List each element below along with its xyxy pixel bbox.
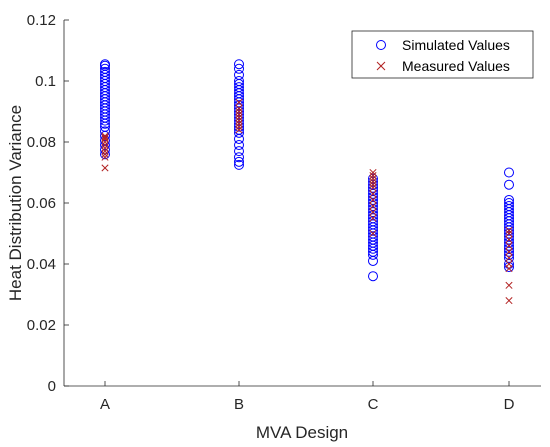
measured-point	[101, 141, 109, 149]
measured-point	[505, 248, 513, 256]
measured-point	[505, 260, 513, 268]
simulated-point	[504, 167, 514, 178]
measured-point	[101, 135, 109, 143]
measured-point	[235, 126, 243, 134]
legend-box	[351, 30, 534, 79]
simulated-point	[234, 69, 244, 80]
measured-point	[505, 281, 513, 289]
y-tick-label: 0.08	[27, 134, 56, 151]
simulated-point	[234, 140, 244, 151]
legend-marker-simulated	[376, 40, 386, 50]
data-marks	[100, 59, 514, 305]
measured-point	[369, 229, 377, 238]
measured-point	[369, 181, 377, 189]
measured-point	[369, 202, 377, 210]
measured-point	[101, 144, 109, 152]
simulated-point	[234, 63, 244, 74]
y-axis-label: Heat Distribution Variance	[6, 105, 25, 301]
measured-point	[235, 104, 243, 113]
measured-point	[505, 226, 513, 235]
x-axis-label: MVA Design	[256, 423, 348, 442]
x-tick-label: A	[100, 396, 110, 413]
x-tick-label: C	[368, 396, 379, 413]
measured-point	[101, 133, 109, 141]
simulated-point	[368, 179, 378, 190]
measured-point	[505, 242, 513, 250]
measured-point	[369, 175, 377, 183]
simulated-point	[504, 201, 514, 212]
simulated-point	[100, 59, 110, 70]
y-tick-label: 0.12	[27, 12, 56, 29]
legend: Simulated Values Measured Values	[351, 30, 534, 79]
measured-point	[101, 164, 109, 172]
measured-point	[505, 229, 513, 238]
measured-point	[369, 208, 377, 216]
measured-point	[235, 114, 243, 122]
axes: 0 0.02 0.04 0.06 0.08 0.1 0.12 A B C D	[27, 12, 541, 413]
measured-point	[101, 153, 109, 161]
measured-point	[235, 120, 243, 128]
y-tick-label: 0.06	[27, 195, 56, 212]
measured-point	[505, 236, 513, 244]
measured-point	[235, 117, 243, 125]
measured-point	[369, 168, 377, 177]
legend-label-simulated: Simulated Values	[402, 37, 510, 53]
measured-point	[101, 147, 109, 155]
simulated-point	[368, 173, 378, 184]
measured-point	[235, 107, 243, 116]
y-tick-label: 0.1	[35, 73, 56, 90]
measured-point	[369, 184, 377, 192]
simulated-point	[234, 159, 244, 170]
simulated-point	[234, 82, 244, 93]
y-tick-label: 0	[48, 378, 56, 395]
x-tick-label: B	[234, 396, 244, 413]
measured-point	[101, 150, 109, 158]
measured-point	[505, 254, 513, 262]
simulated-point	[100, 66, 110, 77]
y-tick-label: 0.04	[27, 256, 56, 273]
simulated-point	[100, 63, 110, 74]
simulated-point	[234, 152, 244, 163]
measured-point	[369, 214, 377, 222]
measured-point	[369, 196, 377, 204]
simulated-point	[234, 76, 244, 86]
simulated-point	[504, 198, 514, 208]
legend-label-measured: Measured Values	[402, 58, 510, 74]
measured-point	[235, 98, 243, 106]
x-tick-label: D	[504, 396, 515, 413]
simulated-point	[368, 271, 378, 282]
simulated-point	[234, 146, 244, 157]
measured-point	[369, 171, 377, 180]
plot-area	[64, 20, 541, 386]
simulated-point	[234, 59, 244, 70]
simulated-point	[504, 179, 514, 190]
simulated-point	[234, 156, 244, 167]
legend-marker-measured	[376, 61, 386, 71]
measured-point	[505, 297, 513, 305]
measured-point	[369, 178, 377, 186]
simulated-point	[504, 194, 514, 205]
simulated-point	[368, 176, 378, 187]
measured-point	[235, 123, 243, 131]
y-tick-label: 0.02	[27, 317, 56, 334]
measured-point	[235, 110, 243, 119]
measured-point	[369, 190, 377, 198]
measured-point	[101, 132, 109, 140]
